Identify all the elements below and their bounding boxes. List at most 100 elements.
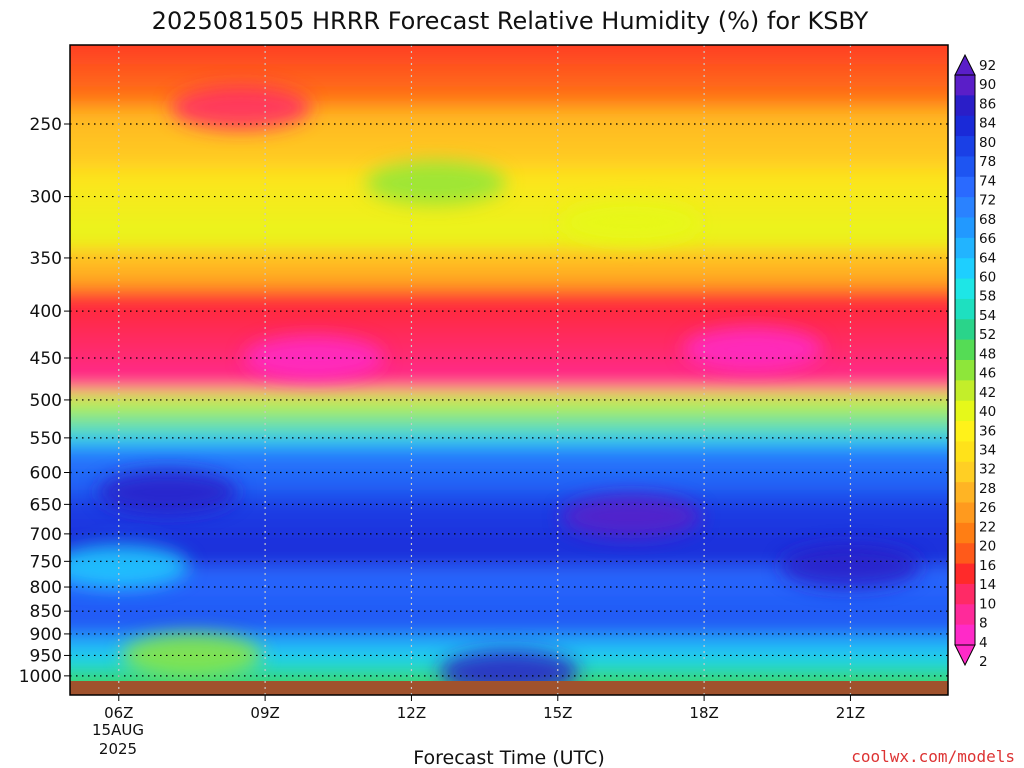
y-tick-label: 650 [30, 495, 62, 515]
colorbar-label: 28 [979, 481, 996, 497]
colorbar-swatch [955, 136, 975, 157]
colorbar-label: 72 [979, 193, 996, 209]
colorbar-swatch [955, 237, 975, 259]
colorbar-label: 36 [979, 423, 996, 439]
y-tick-label: 700 [30, 525, 62, 545]
humidity-feature [170, 85, 311, 130]
colorbar-label: 48 [979, 346, 996, 362]
x-tick-label: 12Z [397, 704, 426, 722]
colorbar-swatch [955, 441, 975, 463]
colorbar-label: 74 [979, 173, 996, 189]
colorbar-swatch [955, 604, 975, 626]
colorbar-swatch [955, 522, 975, 544]
y-tick-label: 550 [30, 429, 62, 449]
plot-frame [69, 44, 949, 696]
humidity-band [70, 290, 948, 392]
humidity-feature [97, 469, 238, 514]
x-tick-label: 09Z [250, 704, 279, 722]
colorbar-swatch [955, 563, 975, 585]
colorbar-label: 42 [979, 385, 996, 401]
humidity-feature [243, 335, 384, 380]
plot-area [70, 45, 948, 681]
colorbar-swatch [955, 278, 975, 300]
y-tick-label: 250 [30, 115, 62, 135]
y-tick-label: 1000 [19, 667, 62, 687]
x-tick-label: 15Z [543, 704, 572, 722]
y-tick-label: 600 [30, 464, 62, 484]
colorbar-swatch [955, 583, 975, 605]
x-tick-label: 21Z [836, 704, 865, 722]
y-tick-label: 500 [30, 391, 62, 411]
colorbar-swatch [955, 217, 975, 239]
colorbar-swatch [955, 115, 975, 137]
colorbar-label: 40 [979, 404, 996, 420]
colorbar-label: 90 [979, 77, 996, 93]
colorbar-label: 34 [979, 443, 996, 459]
humidity-feature [780, 544, 921, 589]
humidity-band [70, 391, 948, 446]
colorbar-label: 78 [979, 154, 996, 170]
colorbar-label: 14 [979, 577, 996, 593]
colorbar-label: 60 [979, 269, 996, 285]
humidity-feature [365, 161, 506, 206]
x-date-label-year: 2025 [99, 740, 137, 758]
y-tick-label: 850 [30, 602, 62, 622]
humidity-band [70, 246, 948, 291]
colorbar-swatch [955, 543, 975, 565]
humidity-feature [439, 649, 579, 681]
colorbar-swatch [955, 461, 975, 483]
humidity-feature [682, 327, 823, 372]
colorbar-swatch [955, 298, 975, 320]
colorbar-swatch [955, 156, 975, 178]
colorbar-label: 4 [979, 635, 988, 651]
humidity-feature [560, 494, 701, 539]
colorbar-label: 84 [979, 116, 996, 132]
colorbar-label: 46 [979, 366, 996, 382]
colorbar-swatch [955, 258, 975, 280]
x-axis: 06Z 09Z 12Z 15Z 18Z 21Z [104, 695, 865, 722]
colorbar-swatch [955, 421, 975, 442]
colorbar-label: 10 [979, 596, 996, 612]
y-tick-label: 950 [30, 646, 62, 666]
colorbar-label: 8 [979, 616, 988, 632]
humidity-feature [560, 200, 701, 245]
colorbar-swatch [955, 176, 975, 198]
y-tick-label: 400 [30, 302, 62, 322]
humidity-band [70, 169, 948, 247]
colorbar-label: 26 [979, 500, 996, 516]
humidity-band [70, 45, 948, 108]
colorbar-swatch [955, 380, 975, 402]
colorbar-label: 80 [979, 135, 996, 151]
y-tick-label: 900 [30, 625, 62, 645]
colorbar-swatch [955, 339, 975, 361]
colorbar-label: 52 [979, 327, 996, 343]
x-axis-label: Forecast Time (UTC) [413, 747, 604, 768]
colorbar-label: 64 [979, 250, 996, 266]
colorbar-min-arrow [954, 644, 976, 667]
x-tick-label: 18Z [689, 704, 718, 722]
y-tick-label: 450 [30, 349, 62, 369]
y-tick-label: 750 [30, 552, 62, 572]
colorbar-swatch [955, 75, 975, 96]
colorbar-label: 66 [979, 231, 996, 247]
colorbar-swatch [955, 197, 975, 218]
colorbar-swatch [955, 360, 975, 381]
x-tick-label: 06Z [104, 704, 133, 722]
humidity-features [70, 85, 921, 681]
humidity-feature [121, 633, 262, 678]
colorbar-label: 32 [979, 462, 996, 478]
colorbar-max-arrow [954, 53, 976, 76]
grid-lines [70, 45, 948, 695]
y-axis: 250 300 350 400 450 500 550 600 650 700 750 800 850 9… [19, 115, 70, 687]
colorbar-label: 58 [979, 289, 996, 305]
colorbar-swatch [955, 624, 975, 646]
credit-link[interactable]: coolwx.com/models [851, 747, 1015, 766]
colorbar-label: 92 [979, 58, 996, 74]
y-tick-label: 350 [30, 249, 62, 269]
colorbar-label: 16 [979, 558, 996, 574]
colorbar-swatch [955, 319, 975, 341]
colorbar-label: 2 [979, 654, 988, 670]
x-date-label-day: 15AUG [92, 721, 144, 739]
colorbar-swatch [955, 482, 975, 503]
